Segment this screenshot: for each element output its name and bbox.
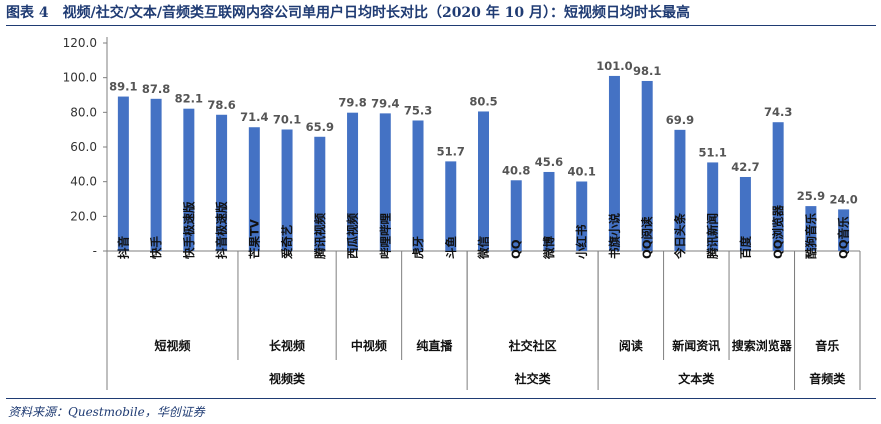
y-tick-label: 60.0 bbox=[70, 140, 97, 154]
value-label: 98.1 bbox=[633, 64, 661, 78]
category-label: 斗鱼 bbox=[444, 236, 458, 259]
category-label: 爱奇艺 bbox=[280, 225, 294, 260]
category-label: 芒果TV bbox=[247, 219, 261, 259]
value-label: 87.8 bbox=[142, 82, 170, 96]
bar bbox=[379, 113, 391, 251]
bar bbox=[314, 136, 326, 251]
category-label: 哔哩哔哩 bbox=[378, 213, 392, 259]
subgroup-label: 纯直播 bbox=[416, 338, 453, 353]
bar bbox=[543, 171, 555, 251]
subgroup-label: 音乐 bbox=[815, 338, 839, 353]
value-label: 40.8 bbox=[502, 163, 530, 177]
category-label: 微信 bbox=[477, 236, 491, 260]
y-tick-label: 40.0 bbox=[70, 175, 97, 189]
bar bbox=[445, 161, 457, 251]
y-tick-label: 20.0 bbox=[70, 209, 97, 223]
bar bbox=[739, 176, 751, 251]
value-label: 42.7 bbox=[731, 160, 759, 174]
bar bbox=[608, 75, 620, 251]
subgroup-label: 阅读 bbox=[619, 338, 643, 353]
bar bbox=[183, 108, 195, 252]
category-label: 微博 bbox=[542, 236, 556, 260]
bar bbox=[248, 127, 260, 251]
category-label: QQ浏览器 bbox=[771, 204, 785, 259]
bar bbox=[412, 120, 424, 251]
category-label: 快手极速版 bbox=[182, 201, 196, 260]
bar bbox=[347, 112, 359, 252]
category-label: 抖音 bbox=[116, 236, 130, 259]
bar-chart: 120.0 100.0 80.0 60.0 40.0 20.0 - 89.1 抖音 87.8 快手 8… bbox=[63, 36, 861, 390]
value-label: 79.8 bbox=[338, 96, 366, 110]
category-label: 书旗小说 bbox=[607, 213, 621, 259]
title-rule bbox=[6, 25, 876, 26]
category-label: 酷狗音乐 bbox=[804, 213, 818, 259]
category-label: 虎牙 bbox=[411, 236, 425, 259]
category-label: 抖音极速版 bbox=[215, 201, 229, 259]
subgroup-label: 中视频 bbox=[351, 338, 387, 353]
bar bbox=[150, 98, 162, 252]
subgroup-label: 新闻资讯 bbox=[672, 338, 720, 353]
subgroup-label: 搜索浏览器 bbox=[732, 338, 793, 353]
value-label: 75.3 bbox=[404, 103, 432, 117]
bar bbox=[674, 129, 686, 251]
group-label: 音频类 bbox=[809, 371, 846, 386]
value-label: 51.1 bbox=[698, 145, 726, 159]
value-label: 78.6 bbox=[207, 98, 235, 112]
category-label: 西瓜视频 bbox=[346, 213, 360, 259]
source-note: 资料来源：Questmobile，华创证券 bbox=[8, 405, 205, 419]
value-label: 25.9 bbox=[797, 189, 825, 203]
bar bbox=[772, 122, 784, 251]
value-label: 70.1 bbox=[273, 112, 301, 126]
category-label: QQ阅读 bbox=[640, 216, 654, 259]
subgroup-label: 长视频 bbox=[269, 338, 305, 353]
value-label: 74.3 bbox=[764, 105, 792, 119]
value-label: 80.5 bbox=[469, 94, 497, 108]
category-label: 快手 bbox=[149, 236, 163, 260]
group-label: 社交类 bbox=[514, 371, 552, 386]
category-label: 百度 bbox=[738, 236, 752, 259]
chart-title: 图表 4 视频/社交/文本/音频类互联网内容公司单用户日均时长对比（2020 年… bbox=[6, 5, 691, 21]
category-label: 腾讯新闻 bbox=[706, 213, 720, 259]
bar bbox=[576, 181, 588, 251]
value-label: 89.1 bbox=[109, 80, 137, 94]
category-label: QQ音乐 bbox=[837, 216, 851, 259]
y-tick-label: 80.0 bbox=[70, 105, 97, 119]
value-label: 40.1 bbox=[568, 164, 596, 178]
value-label: 82.1 bbox=[175, 92, 203, 106]
footer-rule bbox=[6, 398, 876, 399]
category-label: 腾讯视频 bbox=[313, 213, 327, 259]
category-label: QQ bbox=[509, 239, 523, 259]
subgroup-label: 短视频 bbox=[154, 338, 190, 353]
category-label: 小红书 bbox=[575, 224, 589, 260]
category-label: 今日头条 bbox=[673, 213, 687, 260]
bar bbox=[216, 114, 228, 251]
bar bbox=[641, 80, 653, 252]
value-label: 45.6 bbox=[535, 155, 563, 169]
bar bbox=[838, 209, 850, 251]
value-label: 101.0 bbox=[596, 59, 632, 73]
bar bbox=[478, 111, 489, 251]
value-label: 65.9 bbox=[306, 120, 334, 134]
group-label: 文本类 bbox=[678, 371, 715, 386]
bar bbox=[707, 162, 719, 251]
y-tick-label: 120.0 bbox=[63, 36, 97, 50]
y-tick-label: 100.0 bbox=[63, 71, 97, 85]
group-label: 视频类 bbox=[269, 371, 306, 386]
bar bbox=[510, 180, 522, 251]
bar bbox=[805, 206, 817, 251]
value-label: 24.0 bbox=[829, 192, 857, 206]
value-label: 71.4 bbox=[240, 110, 268, 124]
value-label: 69.9 bbox=[666, 113, 694, 127]
bar bbox=[117, 96, 129, 251]
value-label: 51.7 bbox=[437, 144, 465, 158]
subgroup-label: 社交社区 bbox=[508, 338, 557, 353]
y-tick-label: - bbox=[93, 244, 97, 258]
value-label: 79.4 bbox=[371, 96, 399, 110]
bar bbox=[281, 129, 293, 251]
